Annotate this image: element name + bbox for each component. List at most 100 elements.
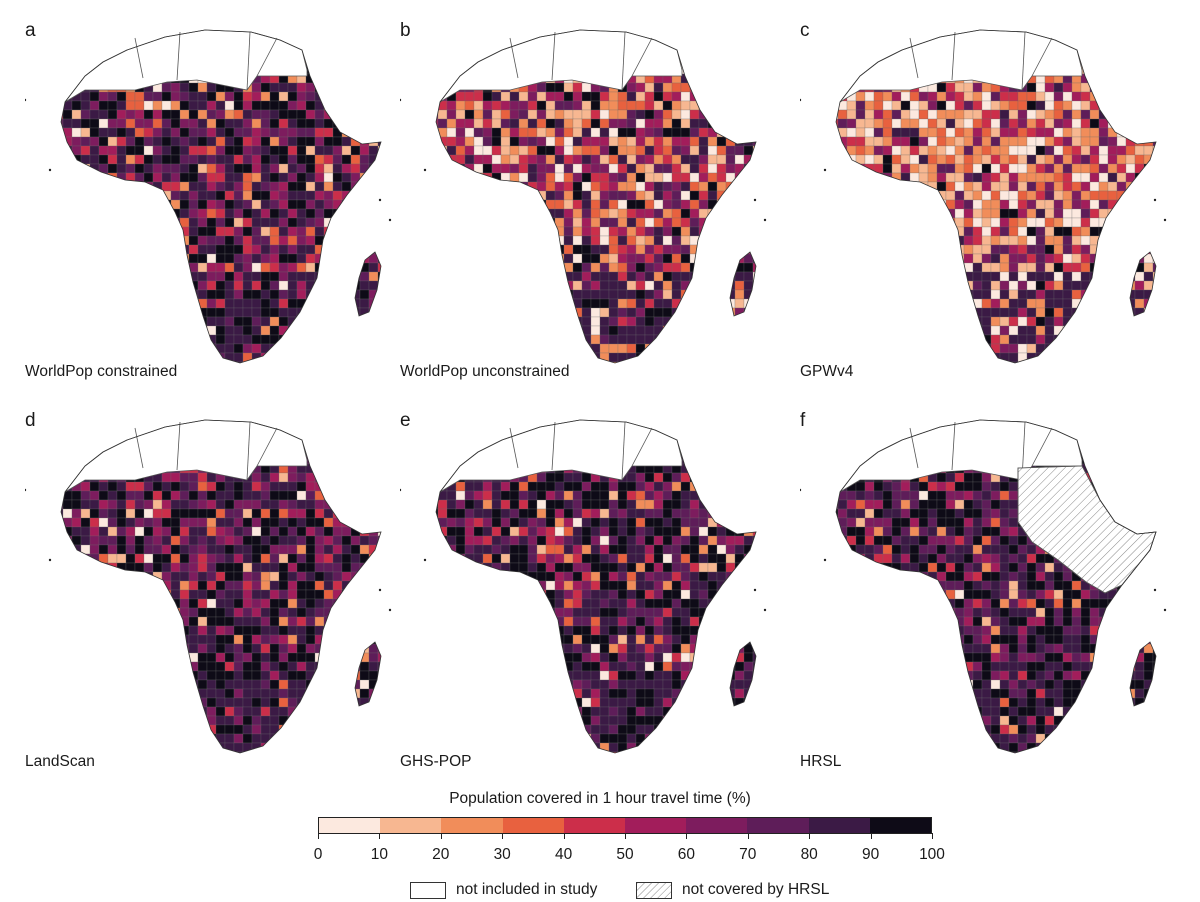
region [734,145,745,156]
region [1053,289,1064,300]
region [315,380,324,385]
region [473,235,484,246]
region [170,235,181,246]
region [918,298,929,309]
region [837,343,848,354]
region [873,361,884,363]
region [837,262,848,273]
region [198,410,207,419]
region [436,217,439,228]
region [242,91,253,102]
region [464,307,475,318]
region [635,136,646,147]
region [1098,235,1109,246]
region [582,380,591,385]
region [563,82,574,93]
region [936,271,947,282]
region [491,30,502,39]
region [856,380,865,385]
region [671,37,682,48]
region [296,226,307,237]
region [672,380,681,385]
region [437,316,448,327]
region [1035,244,1046,255]
region [314,30,325,39]
region [698,262,709,273]
region [1053,262,1064,273]
region [1116,145,1127,156]
region [882,118,893,129]
region [1152,226,1156,237]
region [260,217,271,228]
region [1062,280,1073,291]
region [1098,37,1109,48]
region [1162,128,1170,137]
region [1107,154,1118,165]
region [734,37,745,48]
region [1143,91,1154,102]
region [197,352,208,363]
region [464,91,475,102]
region [945,253,956,264]
region [1143,208,1154,219]
region [234,410,243,419]
region [197,199,208,210]
region [134,307,145,318]
region [98,91,109,102]
region [242,253,253,264]
region [527,118,538,129]
region [762,200,770,209]
region [981,316,992,327]
region [882,154,893,165]
region [698,298,709,309]
region [378,380,387,385]
region [990,244,1001,255]
region [125,136,136,147]
region [762,326,770,335]
region [314,37,325,48]
region [545,136,556,147]
region [71,436,82,447]
madagascar-outline [1129,251,1157,317]
region [1125,280,1136,291]
region [296,181,307,192]
region [80,334,91,345]
region [999,325,1010,336]
region [563,190,574,201]
region [107,100,118,111]
region [608,190,619,201]
region [734,316,745,327]
region [752,55,756,66]
region [152,235,163,246]
region [707,181,718,192]
region [387,236,395,245]
region [1116,334,1127,345]
region [188,136,199,147]
region [891,136,902,147]
region [61,420,64,429]
region [1035,100,1046,111]
region [762,92,770,101]
region [698,190,709,201]
region [509,190,520,201]
region [846,190,857,201]
region [464,343,475,354]
region [1080,298,1091,309]
region [350,280,361,291]
region [837,352,848,363]
region [1008,217,1019,228]
region [518,136,529,147]
region [359,64,370,75]
region [590,325,601,336]
region [80,91,91,102]
region [54,410,63,419]
region [323,343,334,354]
region [368,136,379,147]
region [855,181,866,192]
region [864,262,875,273]
region [420,245,429,254]
region [882,262,893,273]
region [635,280,646,291]
region [1008,334,1019,345]
region [1026,145,1037,156]
